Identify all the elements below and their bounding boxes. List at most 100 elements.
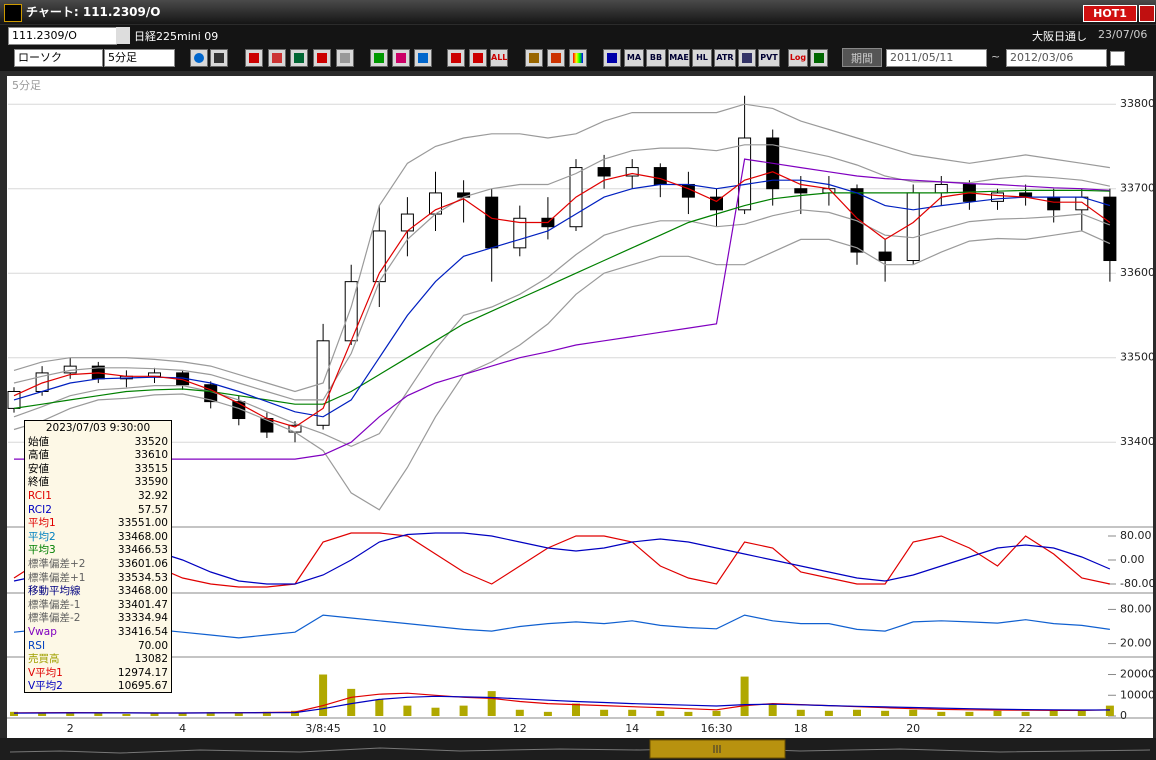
chart-area: 33400 33500 33600 33700 33800 5分足 2 4 3/8:45 10 12… [0, 76, 1156, 760]
indicator-line [13, 179, 1111, 418]
indicator-line [13, 144, 1111, 401]
candle-body [878, 251, 892, 262]
volume-bar [768, 703, 777, 716]
x-tick-label: 18 [794, 722, 808, 735]
volume-bar [150, 713, 159, 716]
info-value: 12974.17 [117, 666, 168, 679]
info-value: 32.92 [137, 490, 168, 502]
draw-button[interactable] [370, 49, 388, 67]
volume-bar [993, 710, 1002, 716]
info-value: 33515 [134, 462, 168, 475]
volume-bar [206, 712, 215, 716]
indicator-line [13, 103, 1110, 393]
volume-bar [656, 710, 665, 716]
info-label: 標準偏差-2 [28, 612, 81, 625]
color-button[interactable] [569, 49, 587, 67]
mae-button[interactable]: MAE [668, 49, 690, 67]
info-row: 売買高 13082 [28, 653, 168, 667]
info-value: 33468.00 [117, 585, 168, 598]
hot-badge[interactable]: HOT1 [1083, 5, 1137, 22]
hl-button[interactable]: HL [692, 49, 712, 67]
draw-button[interactable] [414, 49, 432, 67]
x-tick-label: 20 [906, 722, 920, 735]
date-to[interactable]: 2012/03/06 [1006, 49, 1107, 67]
indicator-line [13, 614, 1110, 639]
chart-style-select[interactable]: ローソク [14, 49, 103, 67]
ma-button[interactable]: MA [624, 49, 644, 67]
volume-bar [515, 709, 524, 716]
tool-button[interactable] [268, 49, 286, 67]
close-button[interactable] [1139, 5, 1155, 22]
date: 23/07/06 [1098, 28, 1148, 41]
x-tick-label: 12 [513, 722, 527, 735]
volume-bar [1021, 711, 1030, 716]
volume-bar [10, 711, 18, 716]
panel-label: 5分足 [12, 79, 41, 92]
info-row: 平均1 33551.00 [28, 517, 168, 531]
y-tick-label: 10000 [1120, 688, 1155, 701]
volume-bar [66, 712, 75, 716]
volume-bar [487, 691, 496, 716]
interval-select[interactable]: 5分足 [104, 49, 175, 67]
atr-button[interactable]: ATR [714, 49, 736, 67]
tool-button[interactable] [313, 49, 331, 67]
checkbox[interactable] [1110, 51, 1125, 66]
volume-bar [543, 711, 552, 716]
candle-body [1047, 196, 1061, 211]
volume-bar [740, 676, 749, 716]
x-tick-label: 2 [67, 722, 74, 735]
volume-bar [796, 709, 805, 716]
date-from[interactable]: 2011/05/11 [886, 49, 987, 67]
info-label: 標準偏差+2 [28, 558, 86, 570]
draw-button[interactable] [392, 49, 410, 67]
settings-button[interactable] [547, 49, 565, 67]
y-tick-label: 33700 [1120, 182, 1155, 195]
info-row: 移動平均線 33468.00 [28, 585, 168, 599]
pvt-button[interactable]: PVT [758, 49, 780, 67]
period-button[interactable]: 期間 [842, 48, 882, 67]
tool-button[interactable] [290, 49, 308, 67]
indicator-button[interactable] [738, 49, 756, 67]
info-value: 33468.00 [117, 530, 168, 543]
settings-button[interactable] [525, 49, 543, 67]
volume-bar [712, 710, 721, 716]
volume-bar [853, 709, 861, 716]
tool-button[interactable] [469, 49, 487, 67]
zoom-button[interactable] [190, 49, 208, 67]
dropdown-arrow[interactable] [116, 27, 130, 44]
x-tick-label: 10 [372, 722, 386, 735]
y-tick-label: 33400 [1120, 435, 1155, 448]
info-row: 高値 33610 [28, 449, 168, 463]
symbol-select[interactable]: 111.2309/O [8, 27, 117, 45]
x-tick-label: 4 [179, 722, 186, 735]
tool-button[interactable] [245, 49, 263, 67]
candle-body [653, 167, 667, 185]
tool-button[interactable] [336, 49, 354, 67]
info-value: 57.57 [137, 503, 168, 516]
info-label: 高値 [28, 449, 49, 462]
info-row: 標準偏差+2 33601.06 [28, 558, 168, 572]
cursor-button[interactable] [210, 49, 228, 67]
info-value: 33551.00 [117, 517, 168, 530]
indicator-line [13, 189, 1110, 409]
volume-bar [403, 705, 412, 716]
candle-body [625, 167, 639, 177]
indicator-button[interactable] [603, 49, 621, 67]
log-button[interactable]: Log [788, 49, 808, 67]
symbol-name: 日経225mini 09 [134, 30, 219, 43]
volume-bar [572, 703, 580, 716]
candle-body [232, 401, 246, 420]
candle-body [1103, 196, 1117, 262]
bb-button[interactable]: BB [646, 49, 666, 67]
volume-bar [262, 711, 271, 716]
info-label: V平均2 [28, 680, 63, 693]
toolbar: ローソク 5分足 ALL MA BB MAE HL ATR PVT Log 期間… [0, 45, 1156, 71]
y-tick-label: -80.00 [1120, 577, 1155, 590]
tool-button[interactable] [810, 49, 828, 67]
app-icon [4, 4, 22, 22]
volume-bar [431, 707, 440, 716]
all-button[interactable]: ALL [490, 49, 508, 67]
tool-button[interactable] [447, 49, 465, 67]
volume-bar [628, 709, 637, 716]
candle-body [991, 192, 1004, 202]
